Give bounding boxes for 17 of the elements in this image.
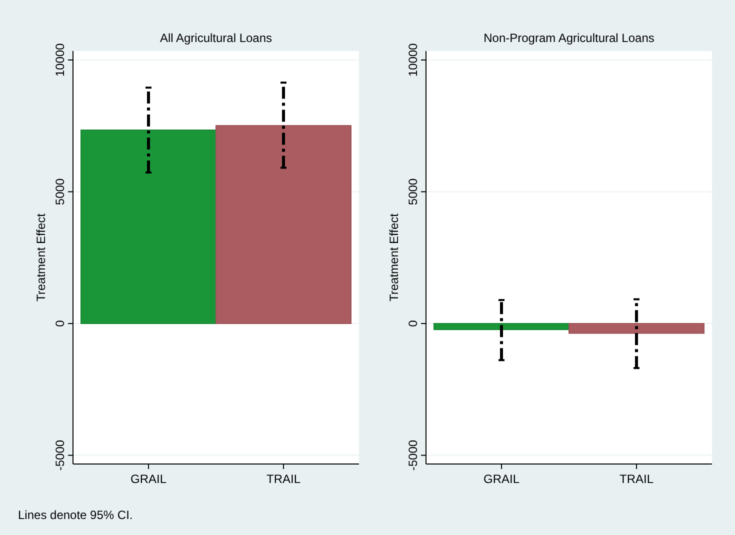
- y-tick-label: 5000: [53, 178, 67, 206]
- y-axis-title: Treatment Effect: [34, 212, 48, 302]
- y-tick-label: 10000: [406, 42, 420, 77]
- y-tick-label: 0: [53, 320, 67, 327]
- x-tick-label: GRAIL: [130, 472, 167, 486]
- chart-title: All Agricultural Loans: [160, 31, 272, 45]
- x-tick-label: TRAIL: [619, 472, 654, 486]
- y-tick-label: 0: [406, 320, 420, 327]
- y-axis-title: Treatment Effect: [387, 212, 401, 302]
- x-tick-label: TRAIL: [266, 472, 301, 486]
- y-tick-label: 5000: [406, 178, 420, 206]
- y-tick-label: -5000: [406, 440, 420, 471]
- y-tick-label: 10000: [53, 42, 67, 77]
- x-tick-label: GRAIL: [483, 472, 520, 486]
- text: Lines denote 95% CI.: [18, 508, 133, 522]
- y-tick-label: -5000: [53, 440, 67, 471]
- chart-title: Non-Program Agricultural Loans: [484, 31, 654, 45]
